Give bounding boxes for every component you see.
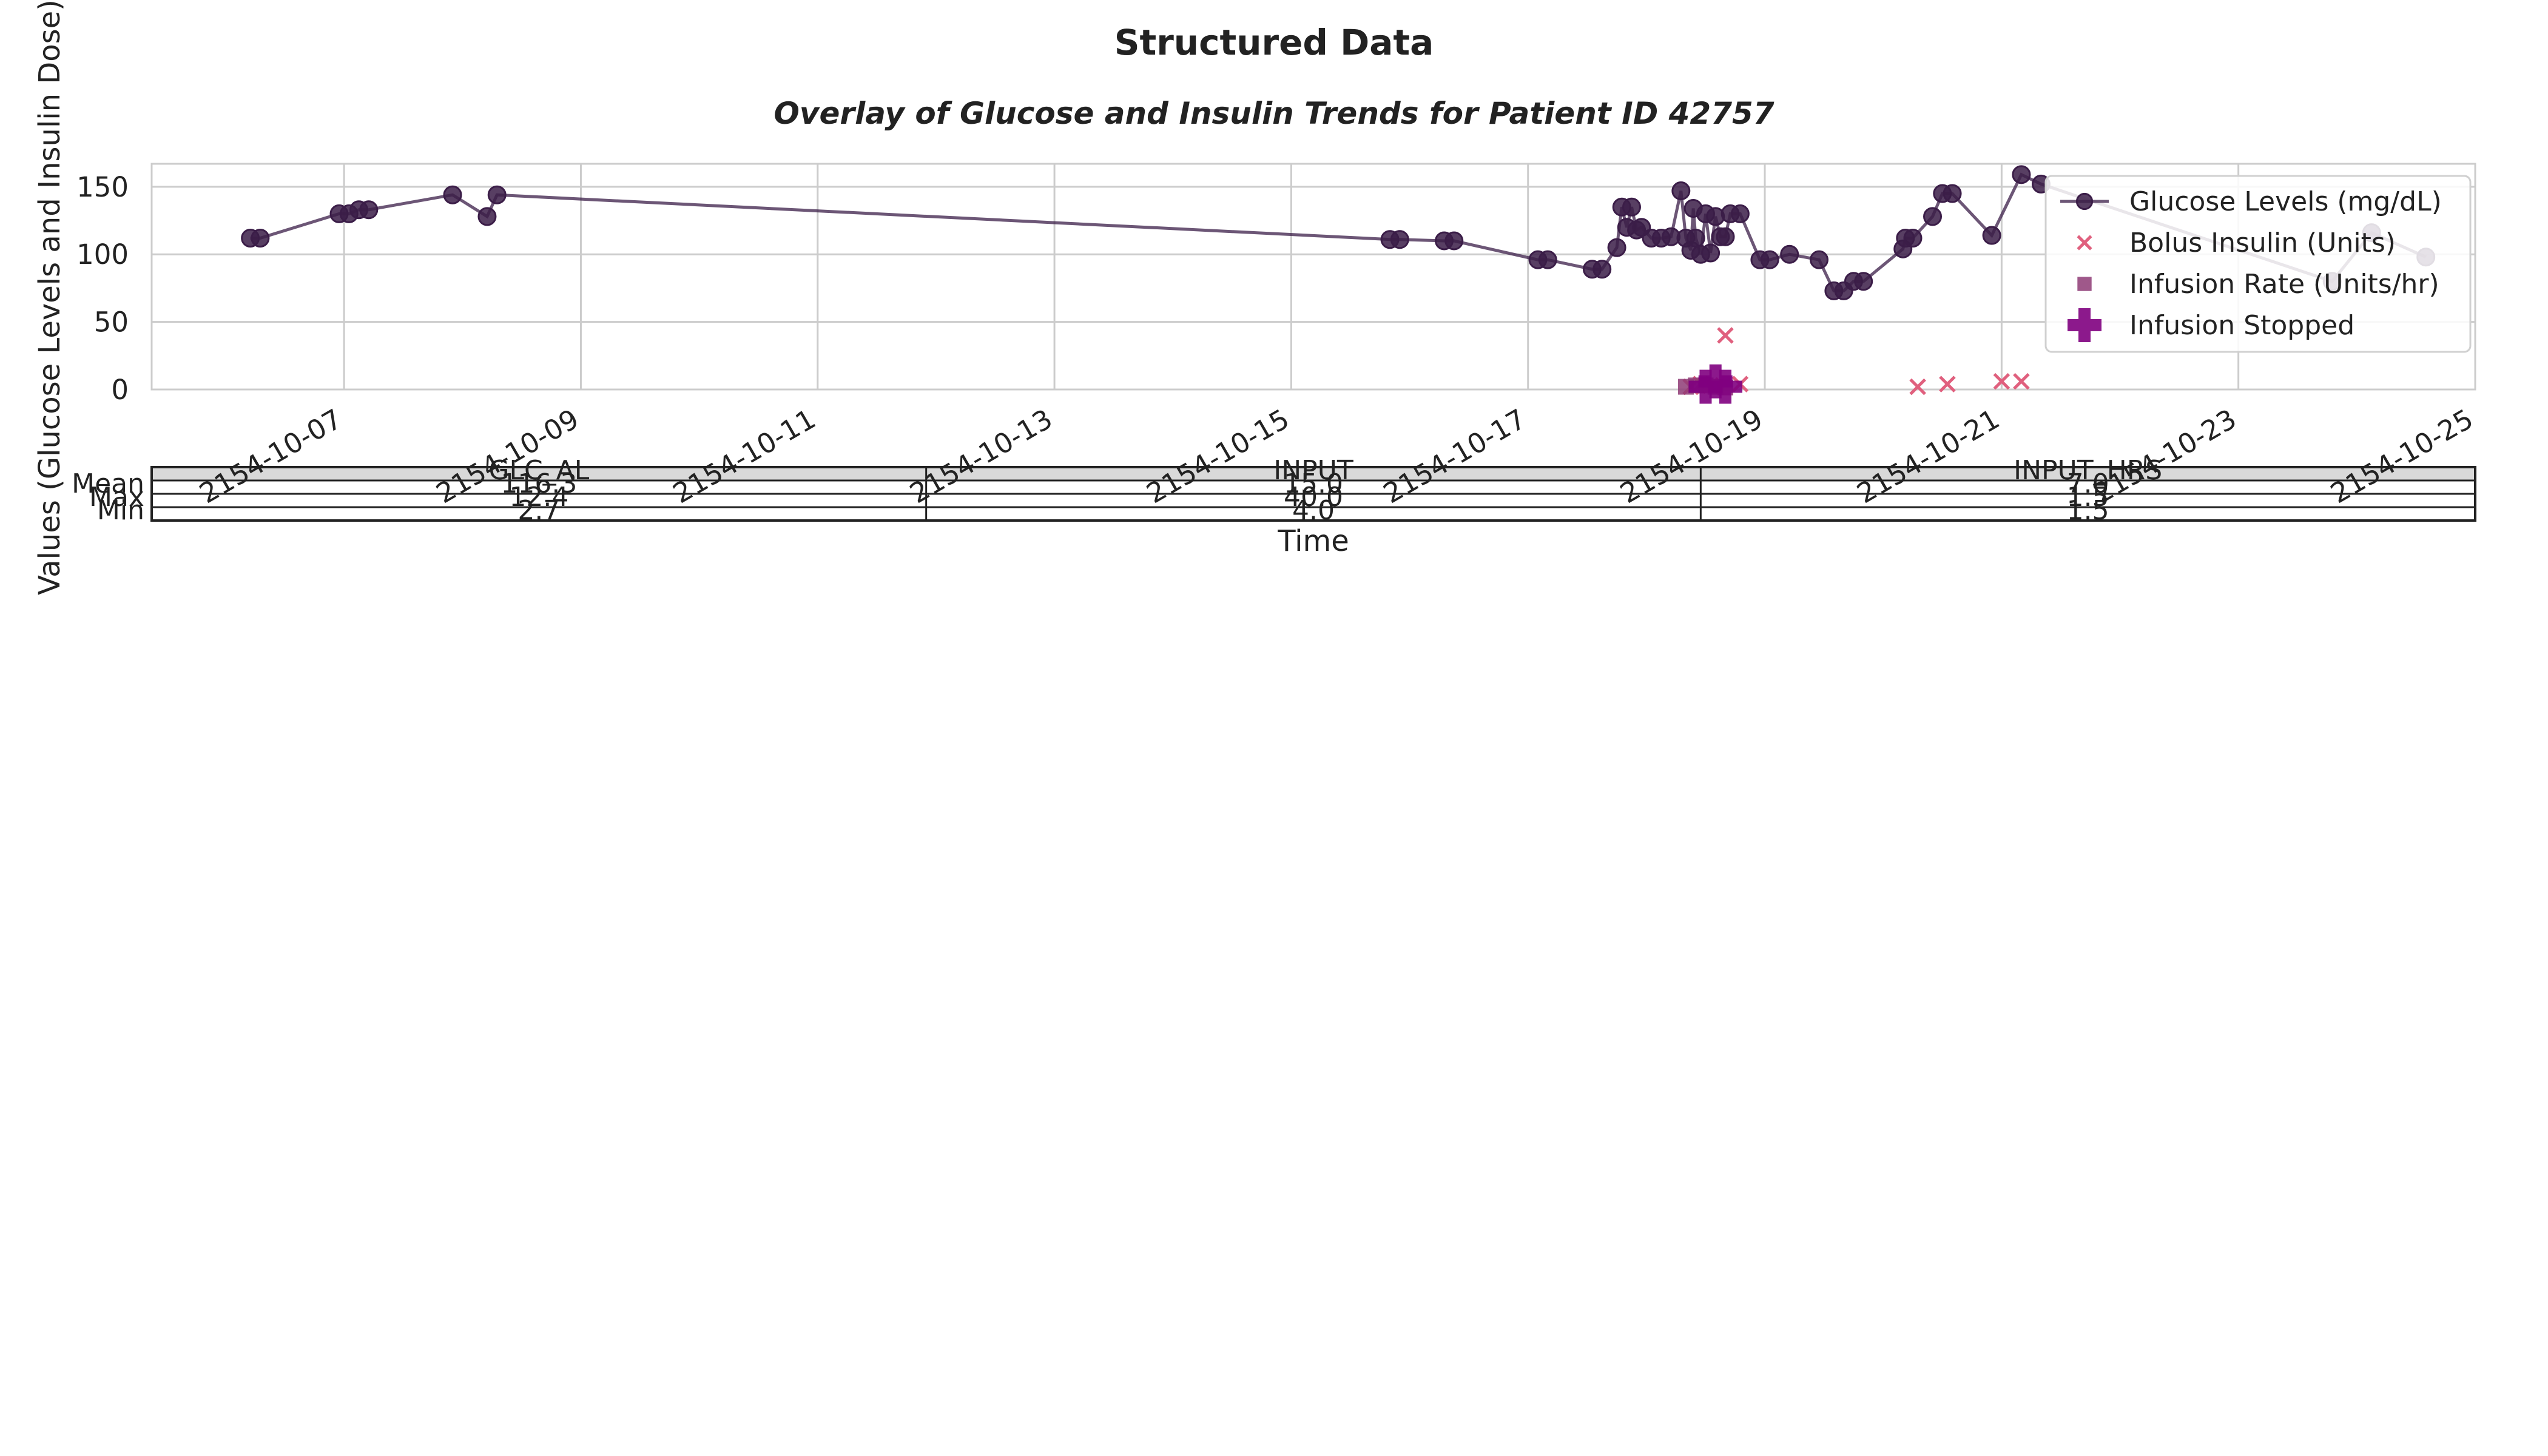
glucose-point (1390, 230, 1409, 249)
legend-label: Infusion Rate (Units/hr) (2129, 269, 2439, 300)
glucose-point (1686, 229, 1705, 248)
table-cell: 12.4 (509, 482, 568, 513)
table-column-header: INPUT_HRS (2014, 455, 2162, 486)
figure-suptitle: Structured Data (1114, 22, 1434, 63)
legend-marker (2077, 277, 2092, 291)
y-tick-label: 150 (76, 171, 129, 203)
glucose-point (1780, 244, 1799, 264)
chart-title: Overlay of Glucose and Insulin Trends fo… (774, 96, 1774, 131)
y-tick-label: 50 (94, 306, 129, 339)
table-cell: 2.7 (517, 495, 560, 526)
glucose-point (1943, 184, 1962, 203)
legend-label: Infusion Stopped (2129, 310, 2354, 341)
bolus-point (1993, 372, 2010, 390)
y-ticks: 0 50 100 150 (76, 171, 129, 406)
table-column-header: INPUT (1273, 455, 1353, 486)
y-tick-label: 0 (111, 374, 129, 406)
table-cell: 116.3 (500, 468, 577, 499)
table-cell: 4.0 (1292, 495, 1335, 526)
glucose-point (1982, 226, 2001, 245)
legend-item: Glucose Levels (mg/dL) (2060, 186, 2442, 217)
glucose-point (477, 207, 497, 226)
table-cell: 1.5 (2067, 495, 2109, 526)
table-cell: 15.0 (1284, 468, 1343, 499)
legend-marker (2075, 192, 2094, 211)
glucose-point (1903, 229, 1923, 248)
series-3 (1688, 364, 1742, 404)
table-row-label: Min (97, 495, 144, 526)
table-column-header: GLC_AL (488, 455, 589, 486)
glucose-point (359, 200, 379, 220)
table-cell: 40.0 (1284, 482, 1343, 513)
glucose-point (1854, 272, 1873, 291)
stats-table: GLC_AL INPUT INPUT_HRS Mean 116.3 15.0 7.0 Max 1… (72, 455, 2476, 526)
legend-item: Infusion Rate (Units/hr) (2077, 269, 2439, 300)
legend-item: Infusion Stopped (2068, 308, 2354, 342)
x-axis-label: Time (1277, 524, 1349, 558)
glucose-point (1592, 260, 1612, 279)
legend-label: Glucose Levels (mg/dL) (2129, 186, 2442, 217)
plot-frame (150, 163, 2476, 391)
glucose-point (1701, 243, 1721, 263)
glucose-point (443, 185, 462, 204)
glucose-point (1622, 197, 1641, 217)
glucose-point (1671, 181, 1691, 201)
glucose-point (1809, 250, 1828, 269)
legend-item: Bolus Insulin (Units) (2077, 228, 2396, 258)
glucose-point (1444, 231, 1464, 251)
table-row-label: Max (89, 482, 144, 513)
bolus-point (1939, 376, 1956, 393)
legend: Glucose Levels (mg/dL) Bolus Insulin (Uni… (2044, 175, 2472, 353)
glucose-point (1760, 250, 1779, 269)
glucose-point (251, 229, 270, 248)
infusion-stopped-point (1708, 369, 1742, 404)
glucose-point (1923, 207, 1943, 226)
bolus-point (2013, 372, 2030, 390)
bolus-point (1717, 327, 1734, 344)
legend-marker (2077, 235, 2092, 251)
glucose-point (1730, 204, 1750, 223)
y-axis-label: Values (Glucose Levels and Insulin Dose) (33, 0, 67, 595)
glucose-point (2012, 165, 2031, 184)
legend-box (2044, 175, 2472, 353)
glucose-point (1538, 250, 1557, 269)
glucose-point (1716, 227, 1735, 246)
legend-label: Bolus Insulin (Units) (2129, 228, 2396, 258)
legend-marker (2068, 308, 2101, 342)
y-tick-label: 100 (76, 238, 129, 271)
glucose-point (1607, 238, 1626, 257)
glucose-point (487, 185, 507, 204)
table-cell: 7.0 (2067, 468, 2109, 499)
table-row-label: Mean (72, 468, 144, 499)
table-cell: 1.5 (2067, 482, 2109, 513)
bolus-point (1909, 378, 1926, 396)
